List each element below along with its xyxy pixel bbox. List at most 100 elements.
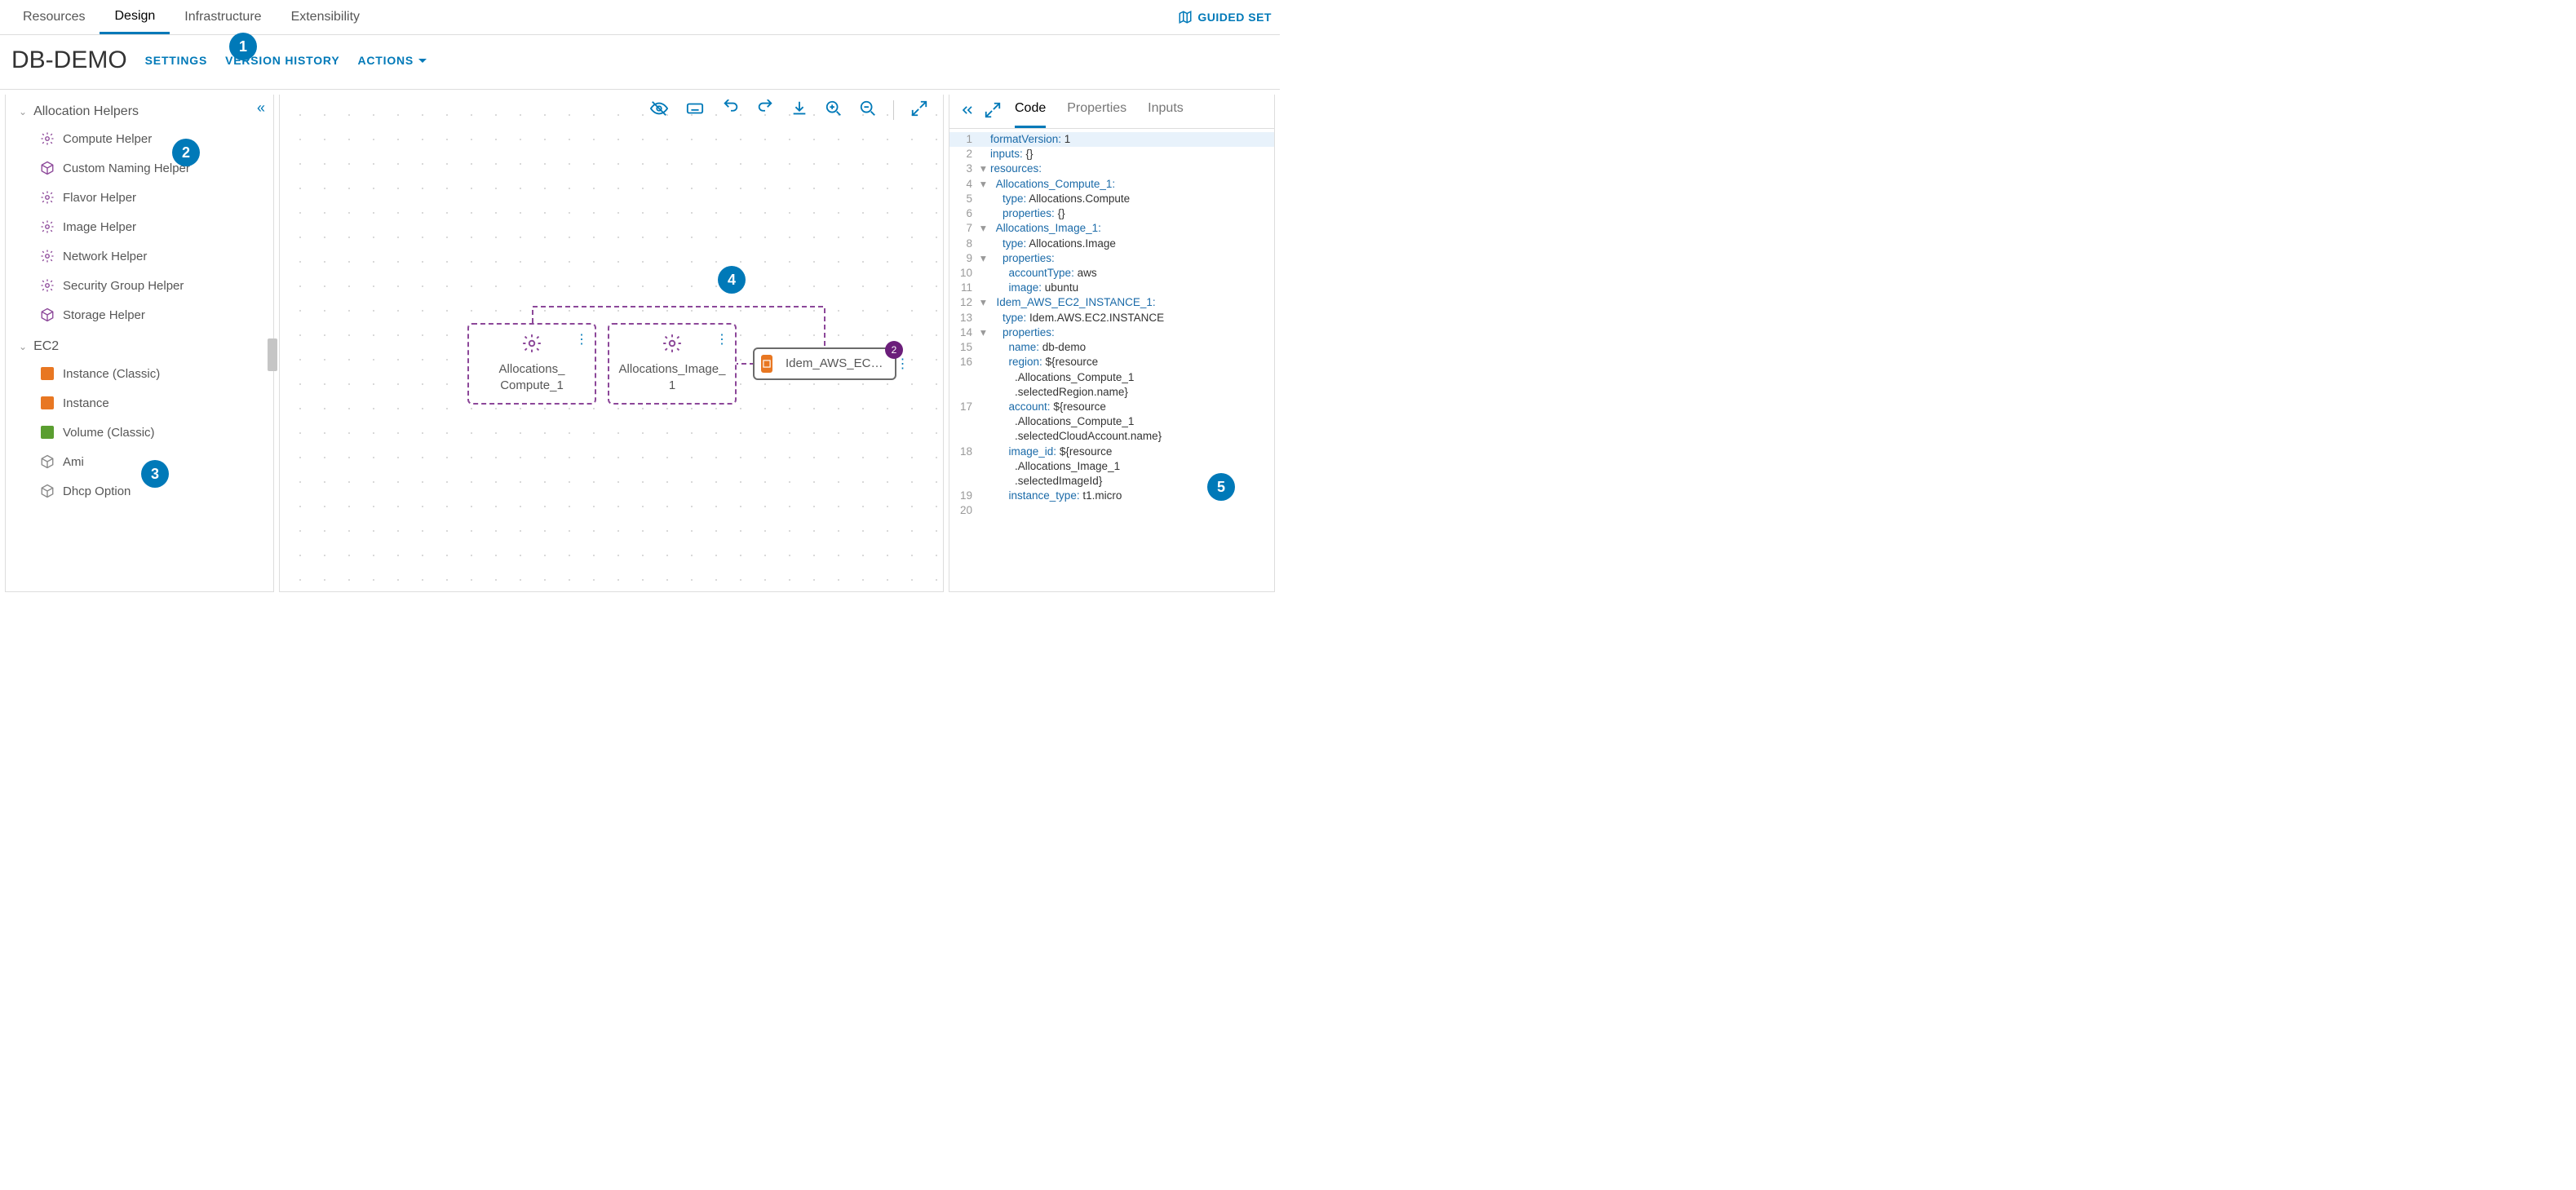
line-number: 5 [949,192,980,206]
nav-tab-infrastructure[interactable]: Infrastructure [170,0,276,34]
canvas-node-n2[interactable]: ⋮Allocations_Image_1 [608,323,737,405]
node-menu-icon[interactable]: ⋮ [896,356,909,372]
code-line[interactable]: 7▾ Allocations_Image_1: [949,221,1274,236]
palette-item-volume-classic-[interactable]: Volume (Classic) [6,418,273,447]
code-editor[interactable]: 1formatVersion: 12inputs: {}3▾resources:… [949,129,1274,522]
palette-item-instance-classic-[interactable]: Instance (Classic) [6,359,273,388]
fold-icon[interactable]: ▾ [980,221,990,236]
line-number: 16 [949,355,980,400]
right-tabs: Code Properties Inputs [1011,95,1187,128]
node-badge: 2 [885,341,903,359]
code-line[interactable]: 4▾ Allocations_Compute_1: [949,177,1274,192]
zoom-in-icon[interactable] [825,100,843,120]
palette-group-allocation-helpers[interactable]: ⌄Allocation Helpers [6,95,273,124]
undo-icon[interactable] [722,100,740,120]
download-icon[interactable] [790,100,808,120]
code-line[interactable]: 9▾ properties: [949,251,1274,266]
palette-item-storage-helper[interactable]: Storage Helper [6,300,273,330]
palette-item-custom-naming-helper[interactable]: Custom Naming Helper [6,153,273,183]
fold-icon[interactable]: ▾ [980,161,990,176]
fold-icon[interactable] [980,445,990,489]
line-number: 15 [949,340,980,355]
palette-item-ami[interactable]: Ami [6,447,273,476]
code-line[interactable]: 2inputs: {} [949,147,1274,161]
palette-item-dhcp-option[interactable]: Dhcp Option [6,476,273,506]
line-number: 18 [949,445,980,489]
palette-item-image-helper[interactable]: Image Helper [6,212,273,241]
code-line[interactable]: 14▾ properties: [949,325,1274,340]
fold-icon[interactable]: ▾ [980,295,990,310]
code-line[interactable]: 16 region: ${resource .Allocations_Compu… [949,355,1274,400]
fold-icon[interactable] [980,311,990,325]
nav-tab-resources[interactable]: Resources [8,0,100,34]
fold-icon[interactable]: ▾ [980,177,990,192]
palette-item-compute-helper[interactable]: Compute Helper [6,124,273,153]
fold-icon[interactable] [980,266,990,281]
fold-icon[interactable] [980,489,990,503]
palette-item-network-helper[interactable]: Network Helper [6,241,273,271]
code-line[interactable]: 10 accountType: aws [949,266,1274,281]
actions-dropdown[interactable]: ACTIONS [357,54,427,67]
code-line[interactable]: 20 [949,503,1274,518]
orange-sq-icon [761,355,772,373]
scrollbar-thumb[interactable] [268,338,277,371]
fold-icon[interactable] [980,206,990,221]
line-number: 14 [949,325,980,340]
chevrons-icon[interactable] [959,102,976,121]
fold-icon[interactable] [980,237,990,251]
cube-icon [40,161,55,175]
settings-link[interactable]: SETTINGS [145,54,207,67]
orange-sq-icon [40,396,55,410]
fold-icon[interactable]: ▾ [980,325,990,340]
line-number: 1 [949,132,980,147]
code-line[interactable]: 11 image: ubuntu [949,281,1274,295]
tab-properties[interactable]: Properties [1067,101,1126,128]
line-number: 8 [949,237,980,251]
palette-group-ec2[interactable]: ⌄EC2 [6,330,273,359]
visibility-icon[interactable] [650,100,668,120]
line-number: 6 [949,206,980,221]
code-line[interactable]: 3▾resources: [949,161,1274,176]
canvas-node-n3[interactable]: Idem_AWS_EC…⋮2 [753,347,896,380]
design-canvas[interactable]: ⋮Allocations_Compute_1⋮Allocations_Image… [279,95,944,592]
component-palette: « ⌄Allocation HelpersCompute HelperCusto… [5,95,274,592]
palette-item-security-group-helper[interactable]: Security Group Helper [6,271,273,300]
code-line[interactable]: 13 type: Idem.AWS.EC2.INSTANCE [949,311,1274,325]
canvas-node-n1[interactable]: ⋮Allocations_Compute_1 [467,323,596,405]
fold-icon[interactable] [980,281,990,295]
expand-icon[interactable] [910,100,928,120]
node-menu-icon[interactable]: ⋮ [575,331,588,347]
fold-icon[interactable] [980,147,990,161]
line-number: 17 [949,400,980,445]
tab-code[interactable]: Code [1015,101,1046,128]
fold-icon[interactable] [980,192,990,206]
tab-inputs[interactable]: Inputs [1148,101,1184,128]
line-number: 10 [949,266,980,281]
expand-icon[interactable] [984,101,1002,122]
code-line[interactable]: 15 name: db-demo [949,340,1274,355]
node-menu-icon[interactable]: ⋮ [715,331,728,347]
redo-icon[interactable] [756,100,774,120]
code-line[interactable]: 1formatVersion: 1 [949,132,1274,147]
zoom-out-icon[interactable] [859,100,877,120]
palette-item-instance[interactable]: Instance [6,388,273,418]
keyboard-icon[interactable] [684,100,706,120]
fold-icon[interactable] [980,355,990,400]
fold-icon[interactable] [980,132,990,147]
fold-icon[interactable] [980,400,990,445]
fold-icon[interactable] [980,340,990,355]
fold-icon[interactable]: ▾ [980,251,990,266]
palette-item-flavor-helper[interactable]: Flavor Helper [6,183,273,212]
code-line[interactable]: 8 type: Allocations.Image [949,237,1274,251]
fold-icon[interactable] [980,503,990,518]
nav-tab-extensibility[interactable]: Extensibility [277,0,374,34]
collapse-palette-icon[interactable]: « [257,100,265,117]
guided-setup-link[interactable]: GUIDED SET [1178,10,1272,24]
code-line[interactable]: 5 type: Allocations.Compute [949,192,1274,206]
nav-tab-design[interactable]: Design [100,0,170,34]
cube-grey-icon [40,454,55,469]
code-line[interactable]: 12▾ Idem_AWS_EC2_INSTANCE_1: [949,295,1274,310]
shield-icon [40,278,55,293]
code-line[interactable]: 6 properties: {} [949,206,1274,221]
code-line[interactable]: 17 account: ${resource .Allocations_Comp… [949,400,1274,445]
